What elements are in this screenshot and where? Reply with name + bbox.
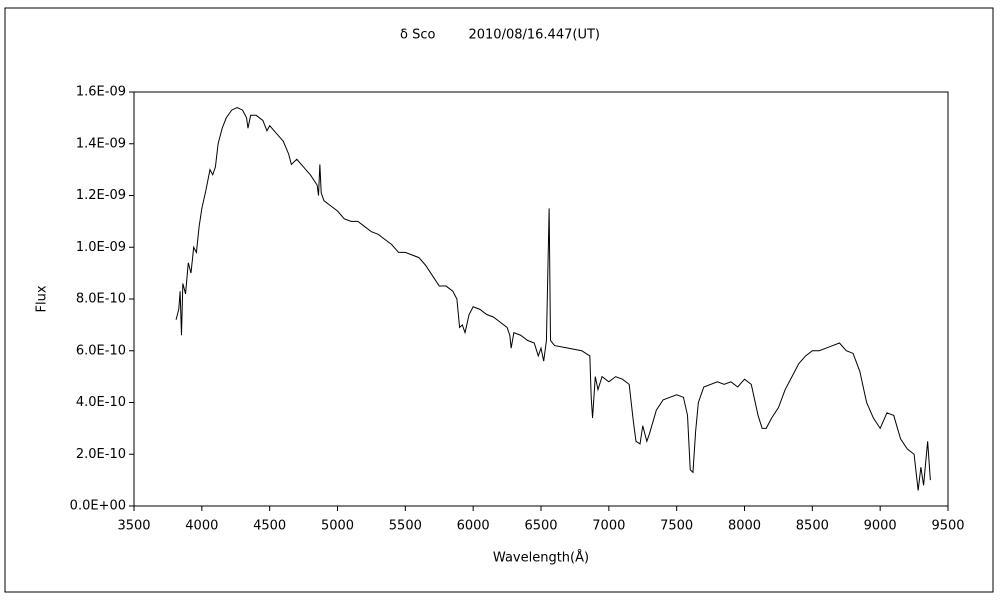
x-axis-label: Wavelength(Å): [493, 550, 589, 566]
x-tick-label: 6000: [457, 519, 490, 534]
x-tick-label: 5500: [389, 519, 422, 534]
x-tick-label: 6500: [524, 519, 557, 534]
spectrum-line: [175, 106, 931, 491]
x-tick-label: 7500: [660, 519, 693, 534]
y-tick-label: 6.0E-10: [76, 343, 126, 358]
chart-title: δ Sco 2010/08/16.447(UT): [400, 28, 600, 43]
x-tick-label: 4000: [185, 519, 218, 534]
y-tick-label: 1.2E-09: [76, 188, 126, 203]
y-tick-label: 2.0E-10: [76, 447, 126, 462]
x-tick-label: 5000: [321, 519, 354, 534]
x-tick-label: 3500: [117, 519, 150, 534]
x-tick-label: 8500: [796, 519, 829, 534]
x-tick-label: 9000: [864, 519, 897, 534]
y-tick-label: 1.4E-09: [76, 136, 126, 151]
y-tick-label: 8.0E-10: [76, 292, 126, 307]
chart-frame: [4, 7, 994, 593]
y-tick-label: 0.0E+00: [70, 499, 126, 514]
y-axis-label: Flux: [35, 285, 50, 312]
x-tick-label: 9500: [931, 519, 964, 534]
x-tick-label: 7000: [592, 519, 625, 534]
y-tick-label: 1.0E-09: [76, 240, 126, 255]
x-tick-label: 8000: [728, 519, 761, 534]
x-tick-label: 4500: [253, 519, 286, 534]
y-tick-label: 1.6E-09: [76, 85, 126, 100]
y-tick-label: 4.0E-10: [76, 395, 126, 410]
